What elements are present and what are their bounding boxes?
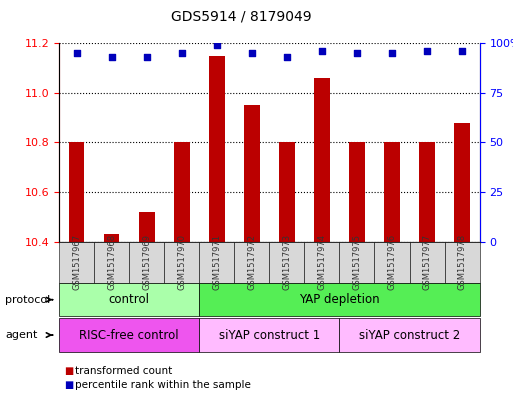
Point bbox=[177, 50, 186, 56]
Point bbox=[143, 54, 151, 60]
Text: GSM1517967: GSM1517967 bbox=[72, 234, 81, 290]
Text: GSM1517973: GSM1517973 bbox=[282, 234, 291, 290]
Text: ■: ■ bbox=[64, 380, 73, 390]
Text: agent: agent bbox=[5, 330, 37, 340]
Text: GSM1517976: GSM1517976 bbox=[387, 234, 397, 290]
Text: GSM1517978: GSM1517978 bbox=[458, 234, 467, 290]
Point bbox=[283, 54, 291, 60]
Bar bbox=[419, 142, 435, 242]
Text: siYAP construct 1: siYAP construct 1 bbox=[219, 329, 320, 342]
Text: GSM1517968: GSM1517968 bbox=[107, 234, 116, 290]
Point bbox=[212, 42, 221, 48]
Bar bbox=[209, 56, 225, 242]
Bar bbox=[279, 142, 295, 242]
Text: GSM1517969: GSM1517969 bbox=[142, 234, 151, 290]
Bar bbox=[384, 142, 400, 242]
Point bbox=[107, 54, 115, 60]
Point bbox=[423, 48, 431, 54]
Point bbox=[248, 50, 256, 56]
Text: GSM1517970: GSM1517970 bbox=[177, 234, 186, 290]
Text: GSM1517974: GSM1517974 bbox=[318, 234, 326, 290]
Text: GSM1517975: GSM1517975 bbox=[352, 234, 362, 290]
Point bbox=[388, 50, 396, 56]
Text: GSM1517972: GSM1517972 bbox=[247, 234, 256, 290]
Text: YAP depletion: YAP depletion bbox=[299, 293, 380, 306]
Text: GDS5914 / 8179049: GDS5914 / 8179049 bbox=[171, 10, 311, 24]
Point bbox=[458, 48, 466, 54]
Text: RISC-free control: RISC-free control bbox=[80, 329, 179, 342]
Text: GSM1517971: GSM1517971 bbox=[212, 234, 221, 290]
Bar bbox=[104, 234, 120, 242]
Text: control: control bbox=[109, 293, 150, 306]
Text: GSM1517977: GSM1517977 bbox=[423, 234, 431, 290]
Point bbox=[72, 50, 81, 56]
Point bbox=[318, 48, 326, 54]
Text: protocol: protocol bbox=[5, 295, 50, 305]
Bar bbox=[69, 142, 85, 242]
Bar bbox=[314, 78, 330, 242]
Text: transformed count: transformed count bbox=[75, 366, 173, 376]
Bar bbox=[454, 123, 470, 242]
Bar bbox=[349, 142, 365, 242]
Point bbox=[353, 50, 361, 56]
Bar bbox=[139, 212, 154, 242]
Bar bbox=[244, 105, 260, 242]
Text: siYAP construct 2: siYAP construct 2 bbox=[359, 329, 460, 342]
Bar bbox=[174, 142, 190, 242]
Text: percentile rank within the sample: percentile rank within the sample bbox=[75, 380, 251, 390]
Text: ■: ■ bbox=[64, 366, 73, 376]
